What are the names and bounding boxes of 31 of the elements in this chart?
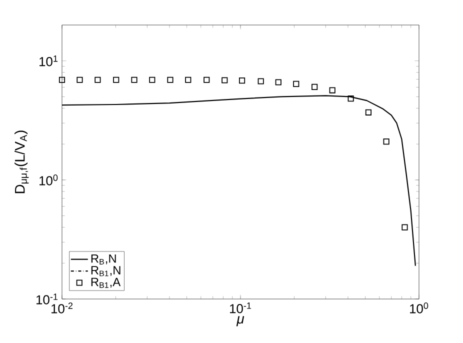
- point: [113, 76, 120, 83]
- x-axis-title: μ: [236, 316, 244, 326]
- legend-label: R$_{B}$,N: [91, 254, 116, 264]
- point: [94, 76, 101, 83]
- point: [365, 109, 372, 116]
- y-axis-title: D$_{μμ,f}$(L/V$_{A}$): [14, 130, 29, 194]
- y-tick-label: 10$^{1}$: [40, 55, 58, 66]
- point: [222, 77, 228, 84]
- point: [58, 76, 66, 83]
- point: [293, 80, 300, 87]
- legend-label: R$_{B1}$,A: [91, 278, 121, 288]
- point: [131, 76, 138, 83]
- point: [149, 76, 156, 83]
- x-tick-label: 10$^{-1}$: [230, 302, 252, 314]
- legend-label: R$_{B1}$,N: [91, 266, 120, 276]
- x-tick-label: 10$^{0}$: [410, 302, 428, 314]
- point: [185, 76, 192, 83]
- point: [204, 76, 210, 83]
- point: [383, 138, 390, 145]
- point: [258, 78, 264, 84]
- y-tick-label: 10$^{0}$: [40, 174, 58, 186]
- y-tick-label: 10$^{-1}$: [36, 294, 58, 304]
- point: [312, 84, 318, 90]
- x-tick-label: 10$^{-2}$: [51, 302, 73, 314]
- point: [238, 78, 246, 84]
- point: [167, 76, 174, 83]
- point: [275, 79, 282, 86]
- point: [348, 96, 354, 102]
- point: [402, 224, 408, 230]
- point: [329, 87, 336, 94]
- point: [76, 76, 83, 83]
